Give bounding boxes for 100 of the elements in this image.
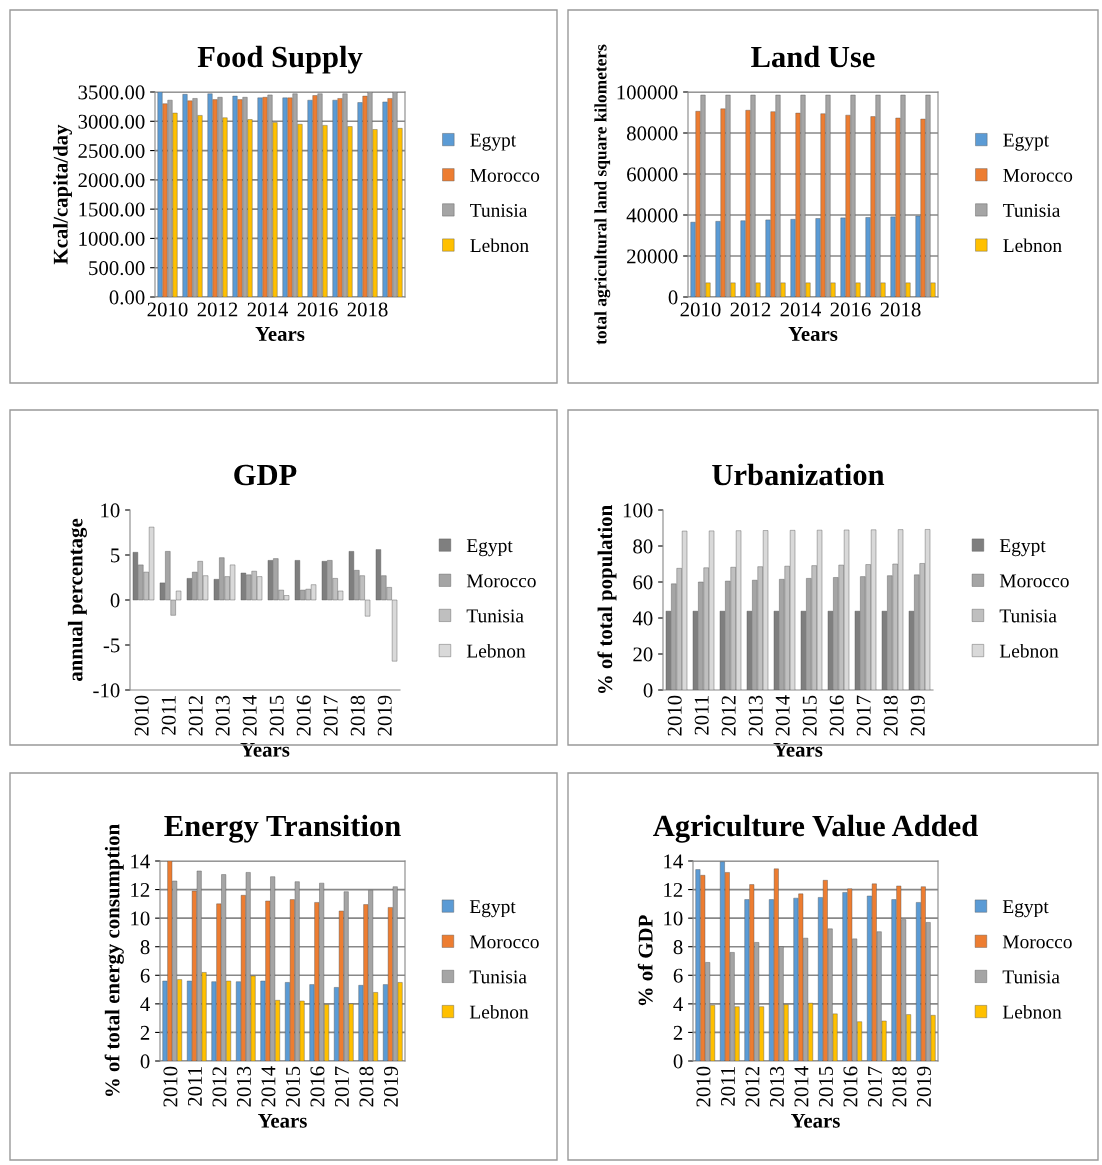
x-tick-label: 2011 xyxy=(720,1067,735,1106)
x-tick-label: 2011 xyxy=(187,1067,202,1106)
x-tick-label: 2015 xyxy=(802,695,817,736)
x-tick-label: 2012 xyxy=(745,1067,760,1107)
x-tick-label: 2017 xyxy=(323,695,338,736)
x-tick-label: 2014 xyxy=(780,302,822,317)
chart-title: Agriculture Value Added xyxy=(653,814,978,843)
x-axis-title: Years xyxy=(257,1113,307,1128)
legend-label: Morocco xyxy=(470,168,540,182)
x-tick-label: 2019 xyxy=(377,695,392,736)
bar xyxy=(332,99,338,297)
y-axis-title: % of total population xyxy=(597,505,617,694)
x-tick-label: 2018 xyxy=(347,302,388,317)
y-tick-label: 2500.00 xyxy=(78,143,145,159)
y-tick-label: 8 xyxy=(140,940,150,955)
y-tick-label: 40 xyxy=(632,611,653,626)
legend-label: Egypt xyxy=(1002,900,1049,918)
legend-label: Morocco xyxy=(1003,168,1073,182)
y-tick-label: 12 xyxy=(664,883,683,897)
y-tick-label: 6 xyxy=(673,968,683,983)
x-tick-label: 2016 xyxy=(310,1066,325,1107)
legend-label: Egypt xyxy=(470,133,517,151)
bar xyxy=(294,560,301,601)
y-tick-label: 0.00 xyxy=(109,290,145,305)
y-axis-title: % of total energy consumption xyxy=(104,824,124,1097)
y-tick-label: 1500.00 xyxy=(79,202,145,217)
bar xyxy=(182,94,188,297)
x-tick-label: 2016 xyxy=(297,302,338,317)
legend-label: Egypt xyxy=(999,539,1046,557)
y-tick-label: 0 xyxy=(110,593,120,608)
x-tick-label: 2013 xyxy=(769,1066,784,1107)
x-tick-label: 2015 xyxy=(818,1066,833,1107)
x-tick-label: 2018 xyxy=(892,1066,907,1107)
legend-label: Lebnon xyxy=(1003,238,1062,253)
x-tick-label: 2010 xyxy=(134,695,149,736)
y-tick-label: 1000.00 xyxy=(79,231,145,246)
x-tick-label: 2012 xyxy=(730,302,771,317)
x-tick-label: 2017 xyxy=(856,695,871,736)
y-tick-label: 3500.00 xyxy=(78,85,145,100)
y-tick-label: 80 xyxy=(633,539,653,554)
y-tick-label: -10 xyxy=(93,683,120,698)
y-tick-label: 10 xyxy=(101,503,120,518)
x-tick-label: 2014 xyxy=(775,695,790,736)
y-tick-label: 20 xyxy=(633,647,653,662)
x-axis-title: Years xyxy=(788,327,838,341)
y-axis-title: annual percentage xyxy=(67,518,87,682)
x-tick-label: 2012 xyxy=(721,696,736,736)
legend-label: Egypt xyxy=(466,539,513,557)
x-tick-label: 2010 xyxy=(696,1066,711,1107)
chart-title: Food Supply xyxy=(197,45,363,74)
chart-title: GDP xyxy=(234,464,297,486)
legend-label: Morocco xyxy=(1002,935,1072,949)
y-tick-label: 40000 xyxy=(626,208,678,223)
bar xyxy=(207,93,213,297)
y-tick-label: 0 xyxy=(673,1054,683,1069)
x-tick-label: 2018 xyxy=(350,695,365,736)
y-tick-label: 60 xyxy=(633,575,653,590)
y-tick-label: 100000 xyxy=(617,85,678,100)
y-tick-label: 4 xyxy=(140,997,150,1012)
x-tick-label: 2011 xyxy=(161,696,176,735)
legend-label: Morocco xyxy=(999,574,1069,588)
x-tick-label: 2018 xyxy=(359,1066,374,1107)
y-tick-label: 0 xyxy=(140,1054,150,1069)
legend-label: Tunisia xyxy=(1003,203,1061,217)
y-tick-label: 8 xyxy=(673,940,683,955)
x-tick-label: 2014 xyxy=(247,302,289,317)
legend-label: Lebnon xyxy=(466,643,526,658)
bar xyxy=(282,97,288,297)
x-tick-label: 2011 xyxy=(694,696,709,735)
y-tick-label: 10 xyxy=(131,911,150,926)
x-tick-label: 2014 xyxy=(242,695,257,736)
bar xyxy=(232,95,238,297)
legend-label: Lebnon xyxy=(999,643,1059,658)
y-tick-label: 14 xyxy=(664,854,683,869)
y-tick-label: 12 xyxy=(131,883,150,897)
legend-label: Tunisia xyxy=(999,609,1057,623)
x-tick-label: 2010 xyxy=(163,1066,178,1107)
legend-label: Morocco xyxy=(469,935,539,949)
x-axis-title: Years xyxy=(240,742,290,757)
legend-label: Tunisia xyxy=(470,203,528,217)
legend-label: Tunisia xyxy=(1002,970,1060,984)
x-tick-label: 2012 xyxy=(188,696,203,736)
legend-label: Morocco xyxy=(466,574,536,588)
y-tick-label: 2 xyxy=(140,1025,150,1040)
x-tick-label: 2019 xyxy=(916,1066,931,1107)
bar xyxy=(382,101,388,297)
x-tick-label: 2014 xyxy=(261,1066,276,1107)
chart-title: Urbanization xyxy=(712,463,885,486)
legend-label: Lebnon xyxy=(469,1004,529,1019)
legend-label: Egypt xyxy=(469,900,516,918)
legend-label: Lebnon xyxy=(1002,1004,1062,1019)
x-tick-label: 2010 xyxy=(667,695,682,736)
y-tick-label: -5 xyxy=(103,638,120,653)
x-axis-title: Years xyxy=(773,742,823,757)
x-tick-label: 2018 xyxy=(883,695,898,736)
legend-label: Egypt xyxy=(1003,133,1050,151)
x-tick-label: 2018 xyxy=(880,302,921,317)
x-tick-label: 2015 xyxy=(269,695,284,736)
x-tick-label: 2013 xyxy=(236,1066,251,1107)
x-tick-label: 2019 xyxy=(910,695,925,736)
